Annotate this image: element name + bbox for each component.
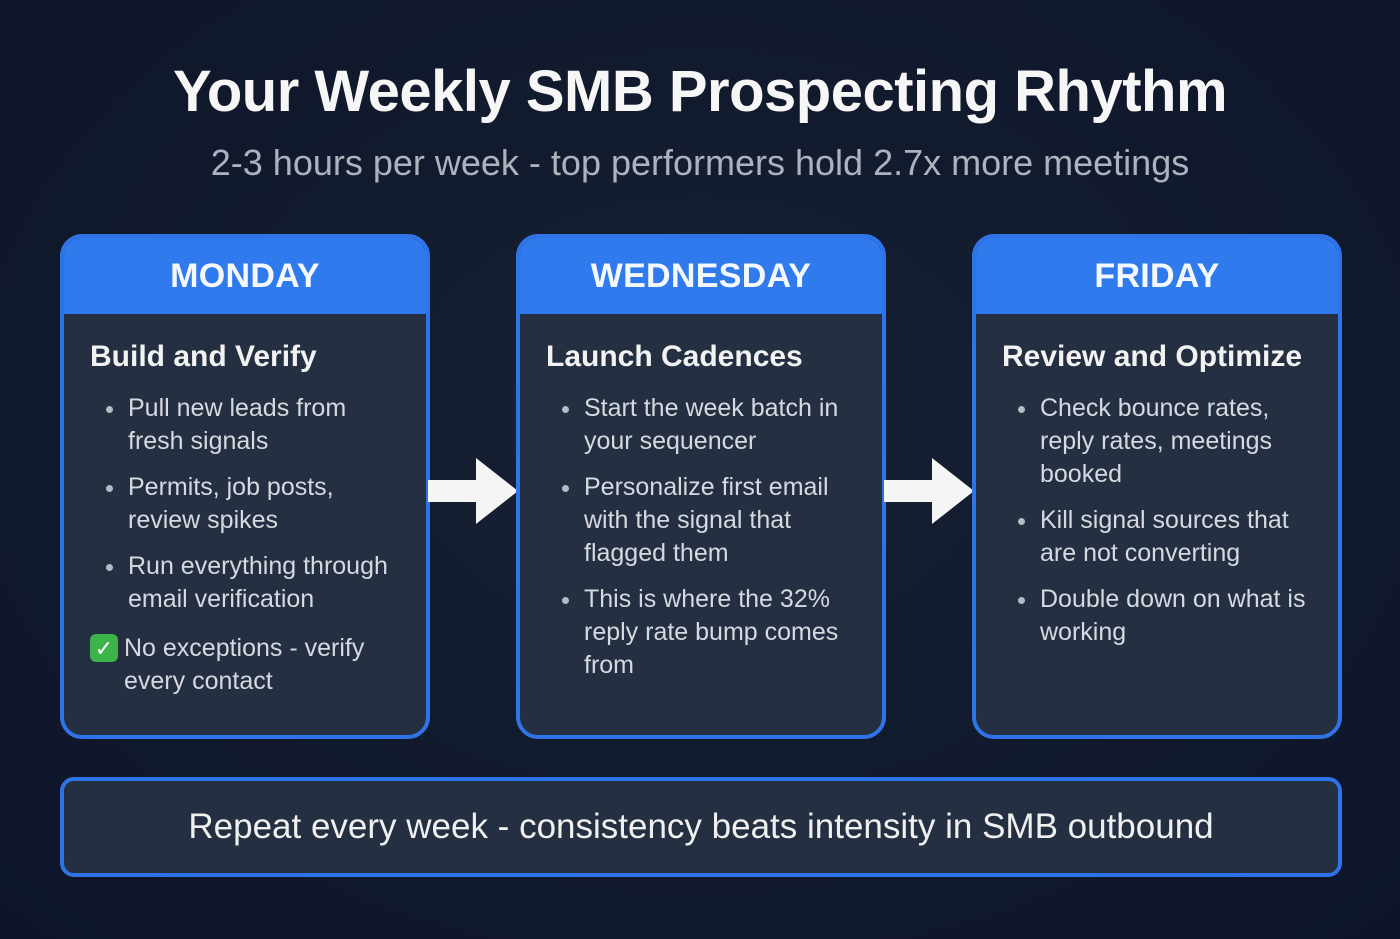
arrow-right-icon	[884, 458, 974, 524]
bullet-item: Personalize first email with the signal …	[546, 471, 858, 570]
footer-banner: Repeat every week - consistency beats in…	[60, 777, 1342, 877]
arrow-right-icon	[428, 458, 518, 524]
card-wednesday: WEDNESDAY Launch Cadences Start the week…	[516, 234, 886, 739]
bullet-list: Start the week batch in your sequencer P…	[546, 392, 858, 682]
footer-text: Repeat every week - consistency beats in…	[188, 807, 1214, 846]
card-title: Launch Cadences	[546, 340, 803, 373]
bullet-item: Permits, job posts, review spikes	[90, 471, 402, 537]
bullet-item: Kill signal sources that are not convert…	[1002, 504, 1314, 570]
bullet-item: This is where the 32% reply rate bump co…	[546, 583, 858, 682]
page-subtitle: 2-3 hours per week - top performers hold…	[210, 142, 1190, 183]
bullet-item: Check bounce rates, reply rates, meeting…	[1002, 392, 1314, 491]
bullet-item: Pull new leads from fresh signals	[90, 392, 402, 458]
check-note-text: No exceptions - verify every contact	[124, 634, 365, 695]
bullet-list: Check bounce rates, reply rates, meeting…	[1002, 392, 1314, 649]
bullet-item: Start the week batch in your sequencer	[546, 392, 858, 458]
bullet-item: Run everything through email verificatio…	[90, 550, 402, 616]
page-title: Your Weekly SMB Prospecting Rhythm	[172, 59, 1228, 124]
bullet-list: Pull new leads from fresh signals Permit…	[90, 392, 402, 616]
bullet-item: Double down on what is working	[1002, 583, 1314, 649]
card-day-header: FRIDAY	[976, 238, 1338, 314]
card-day-header: WEDNESDAY	[520, 238, 882, 314]
card-title: Review and Optimize	[1002, 340, 1303, 373]
check-note: ✓ No exceptions - verify every contact	[90, 632, 402, 698]
card-title: Build and Verify	[90, 340, 317, 373]
check-mark-icon: ✓	[90, 634, 118, 662]
card-friday: FRIDAY Review and Optimize Check bounce …	[972, 234, 1342, 739]
card-day-header: MONDAY	[64, 238, 426, 314]
card-monday: MONDAY Build and Verify Pull new leads f…	[60, 234, 430, 739]
